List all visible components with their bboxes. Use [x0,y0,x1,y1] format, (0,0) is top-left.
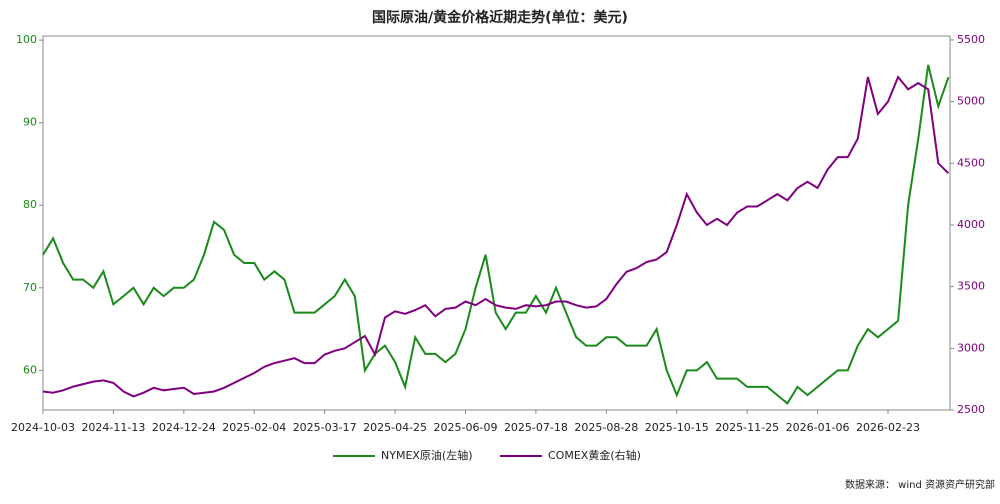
y2-tick-label: 4500 [957,156,985,169]
x-tick-label: 2025-02-04 [222,421,286,434]
y-tick-label: 100 [16,33,37,46]
x-tick-label: 2024-11-13 [81,421,145,434]
y2-tick-label: 3500 [957,280,985,293]
x-tick-label: 2025-10-15 [645,421,709,434]
y-tick-label: 70 [23,281,37,294]
y2-tick-label: 5000 [957,95,985,108]
x-tick-label: 2026-01-06 [786,421,850,434]
x-tick-label: 2024-10-03 [11,421,75,434]
plot-frame [42,35,951,411]
series-line [42,75,950,398]
x-tick-label: 2025-07-18 [504,421,568,434]
series-line [42,64,950,405]
x-tick-label: 2025-08-28 [574,421,638,434]
x-tick-label: 2025-03-17 [293,421,357,434]
y2-tick-label: 4000 [957,218,985,231]
y2-tick-label: 5500 [957,33,985,46]
x-tick-label: 2025-04-25 [363,421,427,434]
y2-tick-label: 3000 [957,341,985,354]
y-tick-label: 60 [23,363,37,376]
chart-title: 国际原油/黄金价格近期走势(单位：美元) [372,9,628,26]
legend-label: NYMEX原油(左轴) [381,448,473,462]
x-tick-label: 2026-02-23 [856,421,920,434]
y-tick-label: 90 [23,116,37,129]
x-tick-label: 2025-11-25 [715,421,779,434]
x-tick-label: 2025-06-09 [434,421,498,434]
source-note: 数据来源： wind 资源资产研究部 [845,478,995,491]
legend-label: COMEX黄金(右轴) [548,448,641,462]
y2-tick-label: 2500 [957,403,985,416]
x-tick-label: 2024-12-24 [152,421,216,434]
y-tick-label: 80 [23,198,37,211]
